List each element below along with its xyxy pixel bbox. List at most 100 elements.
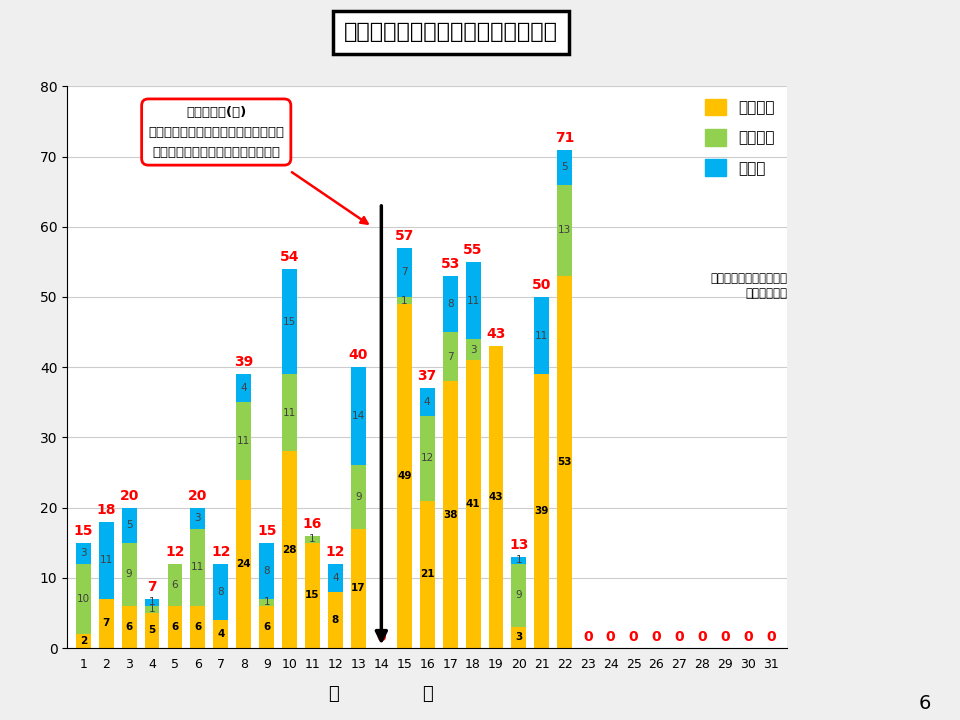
Bar xyxy=(512,564,526,627)
Text: 0: 0 xyxy=(675,631,684,644)
Text: 5: 5 xyxy=(562,162,568,172)
Bar xyxy=(236,480,252,648)
Text: 13: 13 xyxy=(558,225,571,235)
Bar xyxy=(282,451,297,648)
Bar xyxy=(167,606,182,648)
Text: 18: 18 xyxy=(96,503,116,517)
Text: 1: 1 xyxy=(149,604,156,614)
Bar xyxy=(351,367,366,466)
Text: 6: 6 xyxy=(171,622,179,632)
Text: 1: 1 xyxy=(401,295,408,305)
Text: 5: 5 xyxy=(149,626,156,636)
Text: 11: 11 xyxy=(237,436,251,446)
Text: 8: 8 xyxy=(263,566,270,576)
Text: 71: 71 xyxy=(555,130,574,145)
Text: 7: 7 xyxy=(147,580,156,594)
Text: 15: 15 xyxy=(74,523,93,538)
Bar xyxy=(535,297,549,374)
Text: 39: 39 xyxy=(535,506,549,516)
Text: 7: 7 xyxy=(103,618,109,629)
Text: 6: 6 xyxy=(919,694,931,713)
Text: 4: 4 xyxy=(217,629,225,639)
Bar xyxy=(190,606,205,648)
Text: 12: 12 xyxy=(165,545,184,559)
Bar xyxy=(145,606,159,613)
Bar xyxy=(282,269,297,374)
Bar xyxy=(466,339,481,360)
Text: 0: 0 xyxy=(376,631,386,644)
Bar xyxy=(351,528,366,648)
Text: 20: 20 xyxy=(188,489,207,503)
Bar xyxy=(167,564,182,606)
Text: 54: 54 xyxy=(280,250,300,264)
Text: 4: 4 xyxy=(240,383,247,393)
Bar xyxy=(305,536,320,543)
Text: 3: 3 xyxy=(195,513,202,523)
Text: 43: 43 xyxy=(487,327,506,341)
Bar xyxy=(420,388,435,416)
Text: 1: 1 xyxy=(309,534,316,544)
Text: 1: 1 xyxy=(149,598,156,608)
Text: 12: 12 xyxy=(211,545,230,559)
Text: 7: 7 xyxy=(401,267,408,277)
Bar xyxy=(190,508,205,528)
Text: 0: 0 xyxy=(720,631,731,644)
Bar xyxy=(236,402,252,480)
Text: 16: 16 xyxy=(302,517,323,531)
Text: 12: 12 xyxy=(325,545,346,559)
Text: ７月１４日(火)
当日の検査結果の判明基準を前日午前
１１時～当日午前１１時までに変更: ７月１４日(火) 当日の検査結果の判明基準を前日午前 １１時～当日午前１１時まで… xyxy=(148,106,284,158)
Text: 11: 11 xyxy=(536,330,548,341)
Bar xyxy=(122,543,136,606)
Bar xyxy=(190,528,205,606)
Text: 8: 8 xyxy=(218,587,224,597)
Text: 14: 14 xyxy=(351,411,365,421)
Text: 50: 50 xyxy=(532,278,552,292)
Bar xyxy=(76,543,90,564)
Text: 40: 40 xyxy=(348,348,368,362)
Bar xyxy=(282,374,297,451)
Text: 1: 1 xyxy=(263,598,270,608)
Bar xyxy=(512,557,526,564)
Text: 53: 53 xyxy=(441,257,460,271)
Text: 28: 28 xyxy=(282,545,297,554)
Text: 3: 3 xyxy=(469,345,476,355)
Text: 9: 9 xyxy=(355,492,362,502)
Text: 0: 0 xyxy=(743,631,753,644)
Text: 8: 8 xyxy=(446,299,453,309)
Text: 0: 0 xyxy=(766,631,776,644)
Text: ７: ７ xyxy=(328,685,339,703)
Text: 15: 15 xyxy=(305,590,320,600)
Text: 7: 7 xyxy=(446,351,453,361)
Text: 53: 53 xyxy=(558,457,572,467)
Text: 39: 39 xyxy=(234,355,253,369)
Text: 13: 13 xyxy=(509,538,529,552)
Text: 1: 1 xyxy=(516,555,522,565)
Text: 本市におけるＰＣＲ検査の実施状況: 本市におけるＰＣＲ検査の実施状況 xyxy=(345,22,558,42)
Text: 月: 月 xyxy=(421,685,433,703)
Text: 17: 17 xyxy=(351,583,366,593)
Bar xyxy=(466,262,481,339)
Text: 0: 0 xyxy=(629,631,638,644)
Text: 9: 9 xyxy=(126,570,132,580)
Bar xyxy=(443,382,458,648)
Text: 4: 4 xyxy=(332,573,339,582)
Bar xyxy=(145,613,159,648)
Bar xyxy=(145,599,159,606)
Text: 2: 2 xyxy=(80,636,86,646)
Bar xyxy=(328,564,343,592)
Bar xyxy=(396,248,412,297)
Text: 15: 15 xyxy=(283,317,297,327)
Text: 9: 9 xyxy=(516,590,522,600)
Text: 37: 37 xyxy=(418,369,437,383)
Text: 41: 41 xyxy=(466,499,480,509)
Text: 0: 0 xyxy=(606,631,615,644)
Text: 12: 12 xyxy=(420,454,434,464)
Text: 55: 55 xyxy=(464,243,483,257)
Bar xyxy=(558,184,572,276)
Bar xyxy=(396,297,412,304)
Bar xyxy=(443,276,458,332)
Text: 3: 3 xyxy=(516,632,522,642)
Text: 4: 4 xyxy=(424,397,430,408)
Bar xyxy=(489,346,503,648)
Text: 20: 20 xyxy=(119,489,139,503)
